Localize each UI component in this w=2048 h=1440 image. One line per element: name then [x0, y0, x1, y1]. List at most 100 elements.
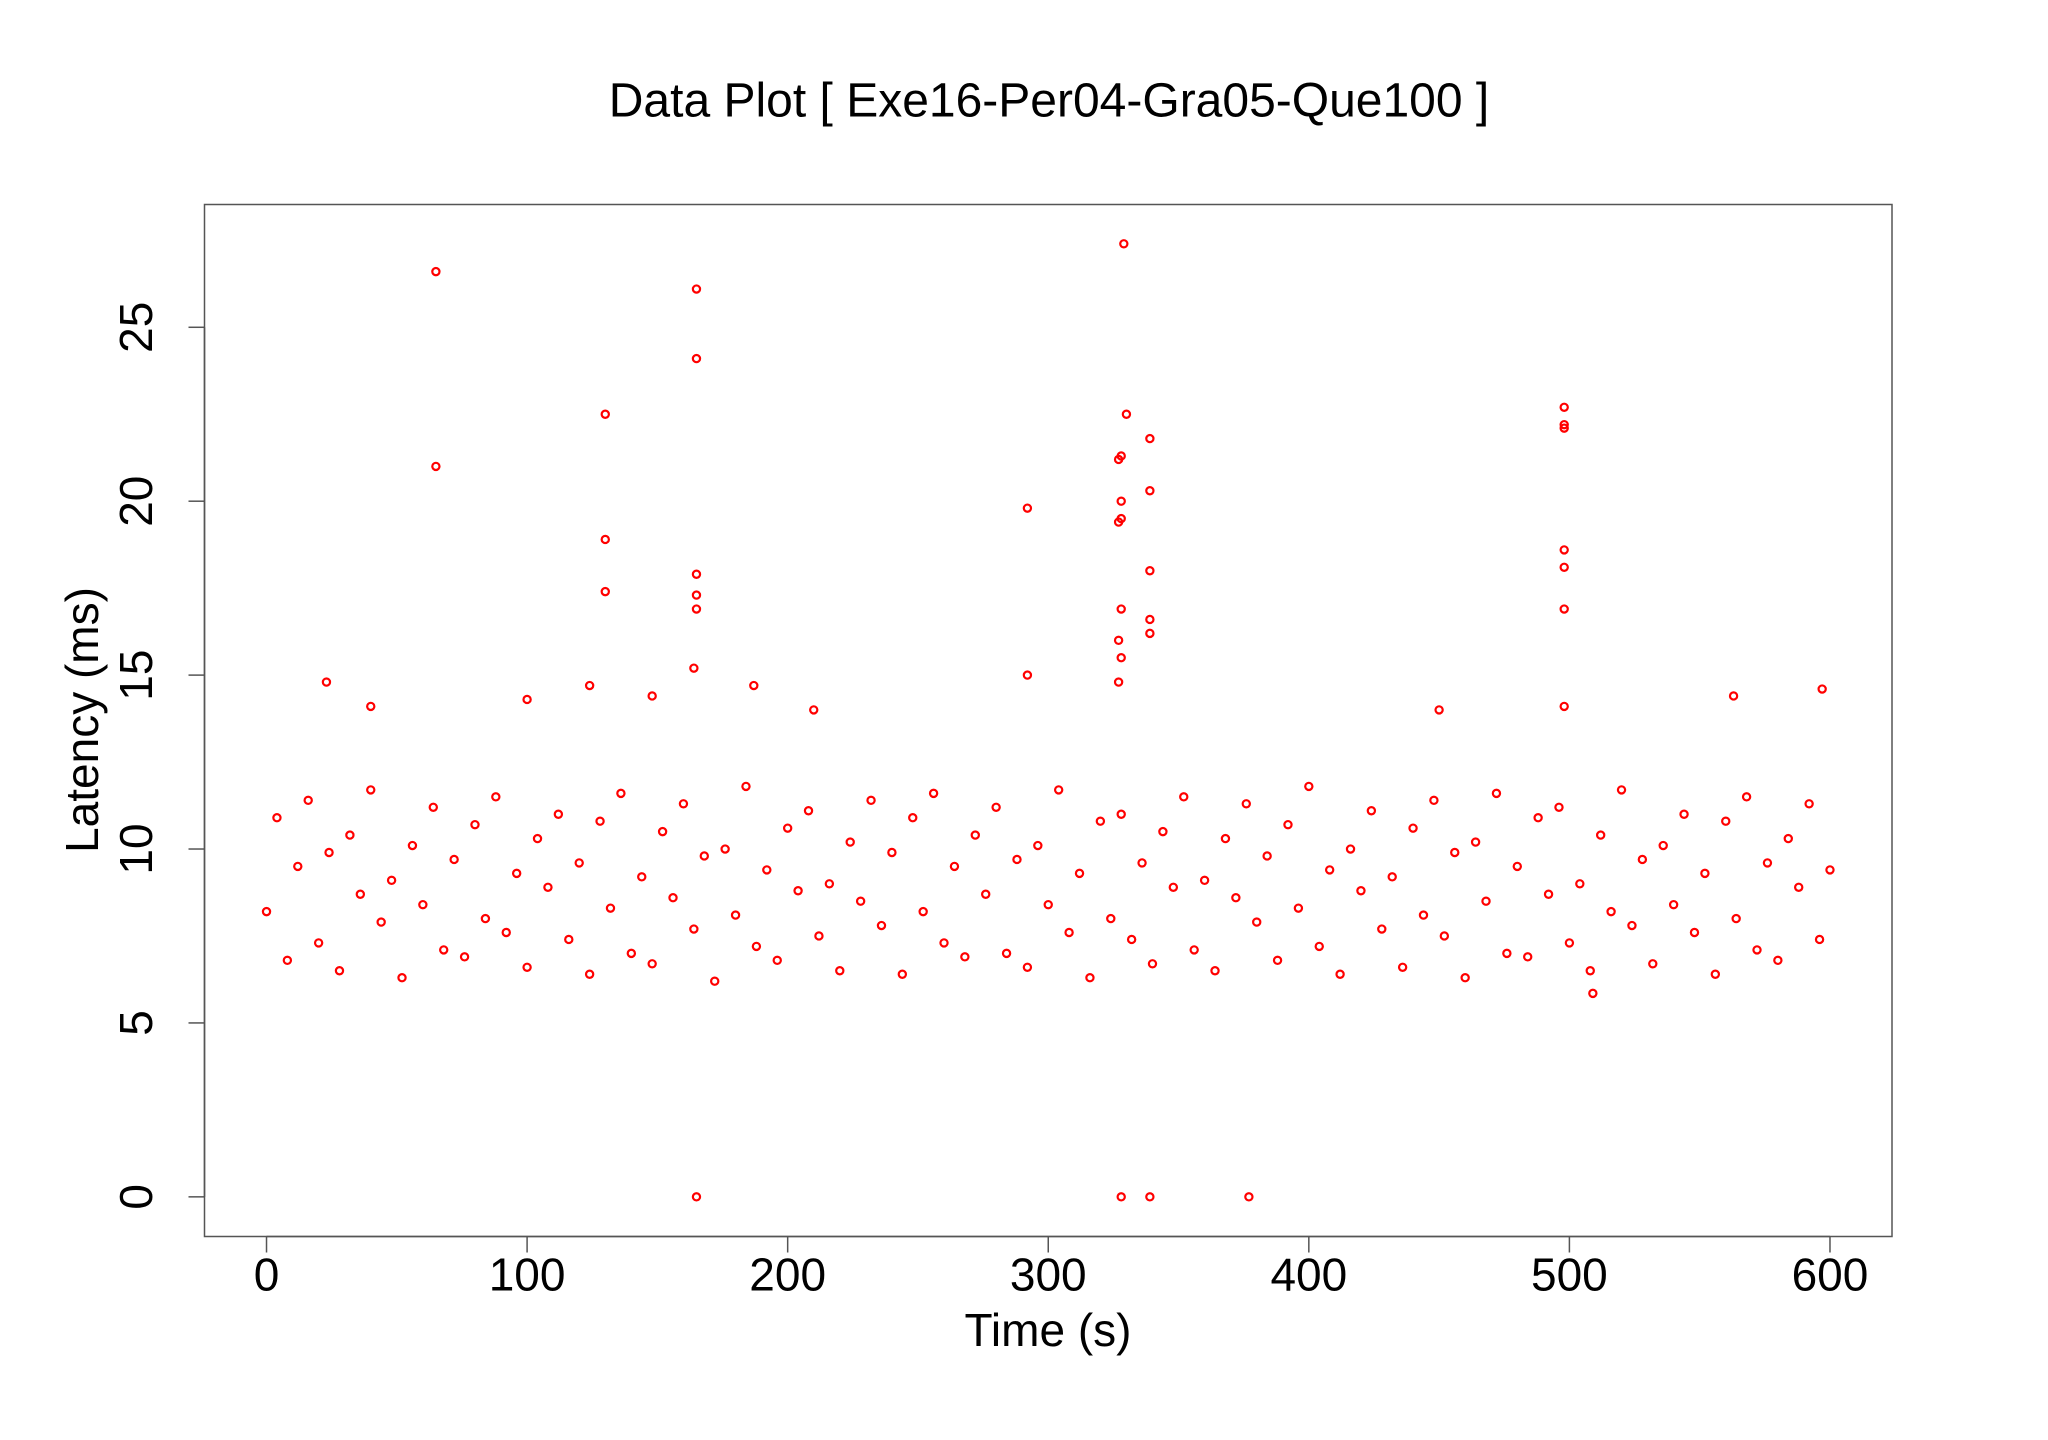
plot-frame [203, 203, 1893, 1238]
data-point [1481, 896, 1491, 906]
data-point [1241, 799, 1251, 809]
data-point [691, 284, 702, 294]
data-point [793, 886, 803, 896]
data-point [1439, 931, 1450, 941]
data-point [1252, 917, 1262, 927]
data-point [710, 976, 720, 986]
data-point [1145, 486, 1155, 496]
data-point [543, 882, 553, 892]
x-tick-label: 300 [1010, 1249, 1087, 1301]
y-tick-label: 10 [110, 823, 162, 874]
y-tick-label: 20 [110, 476, 162, 527]
data-point [1450, 847, 1460, 858]
data-point [1762, 858, 1773, 868]
data-point [1116, 1192, 1126, 1202]
data-point [1377, 924, 1387, 934]
data-point [511, 868, 522, 879]
data-point [689, 924, 699, 934]
data-point [1559, 562, 1569, 572]
data-point [1064, 927, 1074, 938]
data-point [449, 854, 459, 865]
data-point [407, 840, 418, 851]
data-point [689, 663, 699, 673]
data-point [522, 962, 532, 972]
data-point [1244, 1192, 1254, 1202]
data-point [691, 353, 702, 364]
x-tick-label: 0 [254, 1249, 280, 1301]
data-point [1728, 691, 1739, 701]
data-point [303, 795, 313, 806]
data-point [1470, 837, 1481, 847]
data-point [626, 948, 637, 959]
data-point [803, 806, 814, 816]
data-point [1158, 826, 1168, 837]
data-point [928, 788, 939, 799]
data-point [1731, 913, 1741, 924]
data-point [1773, 955, 1783, 966]
data-point [1575, 879, 1585, 889]
data-point [699, 851, 709, 861]
data-point [647, 959, 657, 969]
data-point [1408, 823, 1418, 833]
data-point [1595, 830, 1606, 840]
y-tick-label: 25 [110, 302, 162, 353]
data-point [293, 861, 303, 872]
data-point [949, 861, 960, 872]
data-point [991, 802, 1001, 812]
data-point [1119, 239, 1129, 249]
data-point [970, 830, 980, 840]
data-point [480, 913, 491, 924]
data-point [1304, 781, 1314, 792]
data-point [657, 826, 668, 837]
data-point [501, 927, 511, 938]
data-point [1559, 419, 1569, 430]
data-point [397, 973, 407, 983]
data-point [1043, 899, 1053, 910]
data-point [1627, 920, 1637, 931]
data-point [584, 680, 595, 691]
y-axis-title: Latency (ms) [56, 587, 108, 853]
data-point [1356, 886, 1366, 896]
y-tick-label: 5 [110, 1010, 162, 1036]
data-point [1559, 402, 1569, 412]
data-point [1262, 851, 1272, 861]
data-point [691, 604, 702, 614]
data-point [1817, 684, 1827, 694]
data-point [1113, 677, 1124, 687]
data-point [1679, 809, 1689, 819]
data-point [376, 917, 386, 927]
data-point [532, 833, 543, 844]
data-point [1220, 833, 1231, 844]
data-point [1145, 433, 1155, 444]
data-point [1559, 545, 1569, 555]
data-point [1145, 628, 1155, 639]
data-point [749, 680, 759, 691]
data-point [897, 969, 908, 979]
data-point [814, 931, 824, 941]
data-point [1113, 635, 1124, 646]
data-point [1137, 858, 1147, 868]
data-point [637, 872, 647, 882]
data-point [366, 701, 376, 712]
data-point [845, 837, 855, 847]
data-point [313, 938, 324, 948]
chart-title: Data Plot [ Exe16-Per04-Gra05-Que100 ] [609, 75, 1489, 128]
plot-area [261, 239, 1835, 1202]
data-point [720, 844, 730, 854]
data-point [431, 266, 441, 277]
data-point [1616, 785, 1627, 795]
data-point [1272, 955, 1283, 966]
data-point [691, 569, 702, 579]
data-point [282, 955, 293, 966]
x-tick-label: 400 [1270, 1249, 1347, 1301]
data-point [691, 590, 702, 600]
data-point [1033, 840, 1043, 851]
data-point [1121, 409, 1132, 419]
data-point [584, 969, 595, 979]
data-point [386, 875, 397, 886]
data-point [418, 899, 428, 910]
data-point [1559, 604, 1569, 614]
data-point [1588, 988, 1598, 999]
data-point [345, 830, 355, 840]
